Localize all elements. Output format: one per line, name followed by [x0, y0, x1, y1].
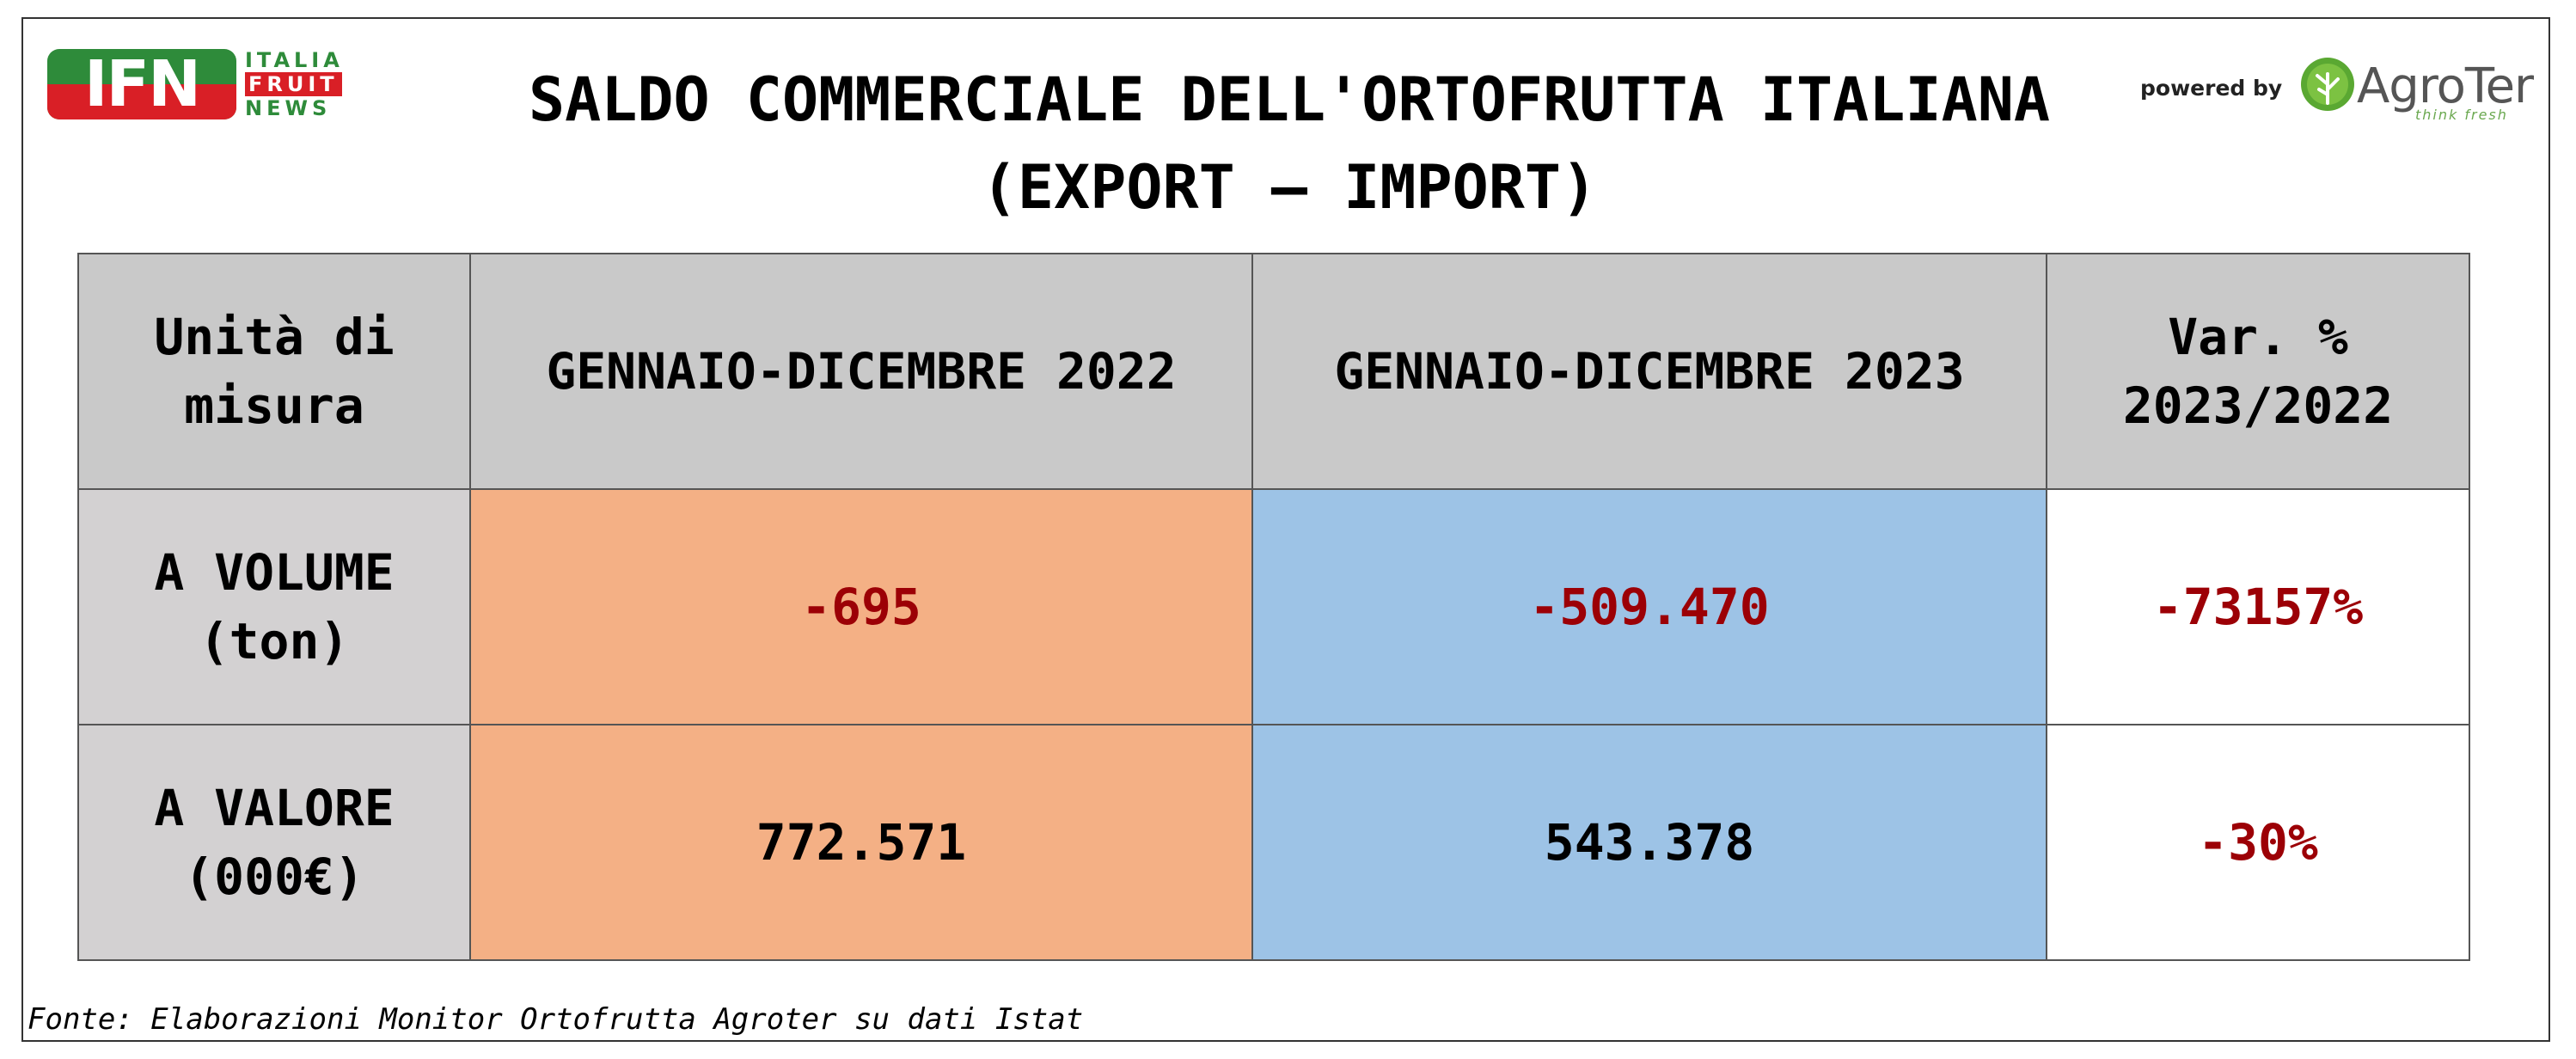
- row-label-value: A VALORE (000€): [77, 724, 471, 961]
- row-label-line1: A VOLUME: [154, 543, 395, 602]
- header-var-label: Var. % 2023/2022: [2122, 308, 2394, 435]
- cell-volume-2023: -509.470: [1251, 488, 2047, 725]
- ifn-word-news: NEWS: [245, 96, 332, 120]
- row-label-line2: (ton): [199, 612, 350, 670]
- table-row: A VOLUME (ton) -695 -509.470 -73157%: [77, 488, 2470, 725]
- table-header-row: Unità di misura GENNAIO-DICEMBRE 2022 GE…: [77, 253, 2470, 490]
- cell-value-var: -30%: [2046, 724, 2470, 961]
- ifn-logo: IFN: [47, 49, 236, 119]
- ifn-logo-red-band: [47, 84, 236, 119]
- source-note: Fonte: Elaborazioni Monitor Ortofrutta A…: [28, 1002, 1084, 1037]
- ifn-word-fruit: FRUIT: [245, 72, 342, 96]
- agroter-logo-text: AgroTer: [2357, 58, 2534, 114]
- header-2023: GENNAIO-DICEMBRE 2023: [1251, 253, 2047, 490]
- table-row: A VALORE (000€) 772.571 543.378 -30%: [77, 724, 2470, 961]
- cell-value-2023: 543.378: [1251, 724, 2047, 961]
- cell-volume-2022: -695: [469, 488, 1253, 725]
- row-label-line2: (000€): [184, 848, 364, 906]
- agroter-tagline: think fresh: [2415, 107, 2508, 123]
- header-2022: GENNAIO-DICEMBRE 2022: [469, 253, 1253, 490]
- header-unit: Unità di misura: [77, 253, 471, 490]
- row-label-line1: A VALORE: [154, 779, 395, 837]
- ifn-logo-words: ITALIA FRUIT NEWS: [245, 48, 365, 120]
- ifn-logo-letters: IFN: [83, 49, 201, 119]
- header-var: Var. % 2023/2022: [2046, 253, 2470, 490]
- title-line-1: SALDO COMMERCIALE DELL'ORTOFRUTTA ITALIA…: [528, 64, 2051, 135]
- chart-frame: [21, 17, 2550, 1042]
- title-line-2: (EXPORT – IMPORT): [981, 152, 1598, 223]
- cell-value-2022: 772.571: [469, 724, 1253, 961]
- page-title: SALDO COMMERCIALE DELL'ORTOFRUTTA ITALIA…: [413, 56, 2166, 231]
- agroter-leaf-icon: [2301, 58, 2354, 111]
- trade-balance-table: Unità di misura GENNAIO-DICEMBRE 2022 GE…: [77, 253, 2470, 961]
- row-label-volume: A VOLUME (ton): [77, 488, 471, 725]
- header-unit-label: Unità di misura: [154, 308, 395, 435]
- powered-by-label: powered by: [2140, 76, 2283, 101]
- ifn-word-italia: ITALIA: [245, 48, 344, 72]
- cell-volume-var: -73157%: [2046, 488, 2470, 725]
